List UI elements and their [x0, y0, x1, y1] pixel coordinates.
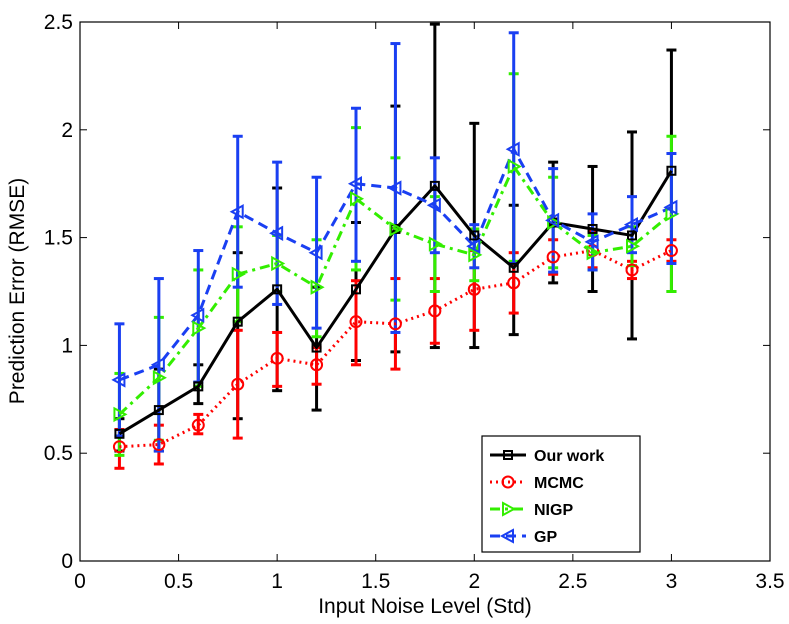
data-point-nigp [152, 370, 167, 386]
data-point-our-work [351, 284, 361, 295]
y-tick-label: 1.5 [44, 227, 73, 250]
data-point-mcmc [310, 358, 324, 372]
legend-entry-our-work: Our work [490, 448, 604, 465]
data-point-our-work [429, 180, 440, 191]
data-point-mcmc [270, 351, 284, 365]
data-point-gp [229, 204, 244, 220]
data-point-gp [663, 199, 678, 216]
legend-label: MCMC [534, 475, 584, 492]
data-point-gp [150, 357, 165, 373]
data-point-nigp [350, 191, 365, 207]
data-point-gp [308, 245, 323, 261]
x-tick-label: 0 [74, 570, 86, 593]
legend-marker [502, 501, 517, 517]
data-point-our-work [114, 428, 125, 439]
data-point-our-work [587, 223, 598, 234]
data-point-our-work [193, 381, 204, 392]
data-point-gp [269, 225, 284, 241]
data-point-gp [584, 234, 599, 250]
errorbar-mcmc [351, 279, 361, 367]
data-point-mcmc [231, 377, 245, 391]
data-point-mcmc [428, 304, 442, 318]
data-point-mcmc [191, 418, 205, 432]
x-tick-label: 2.5 [558, 570, 587, 593]
data-point-our-work [153, 405, 164, 416]
data-point-our-work [469, 230, 480, 241]
y-tick-label: 0 [61, 550, 73, 573]
data-point-our-work [232, 316, 243, 327]
data-point-mcmc [152, 438, 166, 452]
x-tick-label: 2 [468, 570, 480, 593]
data-point-nigp [231, 266, 246, 282]
series-line-layer [118, 147, 673, 449]
data-point-our-work [627, 230, 637, 241]
data-point-nigp [507, 158, 522, 175]
data-point-nigp [192, 320, 207, 336]
legend-marker [503, 450, 513, 460]
data-point-mcmc [625, 263, 639, 277]
data-point-mcmc [507, 276, 521, 290]
data-point-our-work [311, 342, 322, 353]
y-tick-label: 1 [61, 334, 73, 357]
data-point-gp [111, 372, 126, 388]
series-line-mcmc [119, 249, 673, 449]
x-tick-label: 1.5 [361, 570, 390, 593]
data-point-gp [190, 307, 205, 323]
data-point-mcmc [349, 315, 363, 329]
marker-layer [111, 141, 680, 454]
tick-label-layer: 0 0.5 1 1.5 2 2.5 3 3.5 0 0.5 1 1.5 2 2.5 [44, 11, 785, 593]
y-axis-label: Prediction Error (RMSE) [6, 178, 29, 404]
tick-layer [79, 21, 771, 562]
data-point-mcmc [112, 440, 126, 454]
legend-label: Our work [534, 448, 604, 465]
data-point-nigp [310, 279, 325, 295]
data-point-gp [426, 197, 441, 213]
y-tick-label: 2 [61, 119, 73, 142]
legend-entry-nigp: NIGP [490, 501, 573, 519]
data-point-mcmc [467, 282, 481, 296]
data-point-nigp [113, 406, 128, 423]
series-line-gp [118, 147, 673, 382]
data-point-nigp [389, 221, 404, 237]
data-point-nigp [468, 247, 483, 263]
legend: Our work MCMC NIGP GP [481, 435, 641, 553]
x-tick-label: 3.5 [755, 570, 784, 593]
legend-label: NIGP [534, 502, 573, 519]
data-point-gp [466, 238, 481, 254]
data-point-gp [623, 216, 638, 233]
data-point-mcmc [664, 244, 678, 258]
data-point-nigp [586, 245, 601, 261]
data-point-gp [505, 141, 520, 157]
data-point-our-work [508, 262, 519, 273]
x-tick-label: 1 [271, 570, 283, 593]
data-point-mcmc [388, 317, 402, 331]
x-axis-label: Input Noise Level (Std) [318, 595, 532, 618]
data-point-nigp [271, 255, 286, 272]
data-point-nigp [428, 236, 443, 252]
data-point-nigp [547, 214, 562, 231]
data-point-our-work [272, 284, 283, 295]
errorbar-mcmc [232, 328, 243, 440]
data-point-mcmc [546, 250, 560, 264]
series-line-nigp [118, 164, 673, 416]
data-point-gp [387, 180, 402, 196]
y-tick-label: 2.5 [44, 11, 73, 34]
data-point-gp [545, 212, 560, 229]
data-point-our-work [666, 165, 677, 176]
x-tick-label: 3 [666, 570, 678, 593]
legend-entry-gp: GP [490, 528, 557, 546]
legend-entry-mcmc: MCMC [490, 475, 584, 492]
legend-label: GP [534, 529, 557, 546]
data-point-gp [347, 176, 362, 192]
y-tick-label: 0.5 [44, 442, 73, 465]
legend-marker [499, 528, 514, 544]
legend-marker [501, 475, 515, 489]
data-point-nigp [626, 238, 641, 254]
x-tick-label: 0.5 [164, 570, 193, 593]
plot-frame [79, 21, 771, 562]
